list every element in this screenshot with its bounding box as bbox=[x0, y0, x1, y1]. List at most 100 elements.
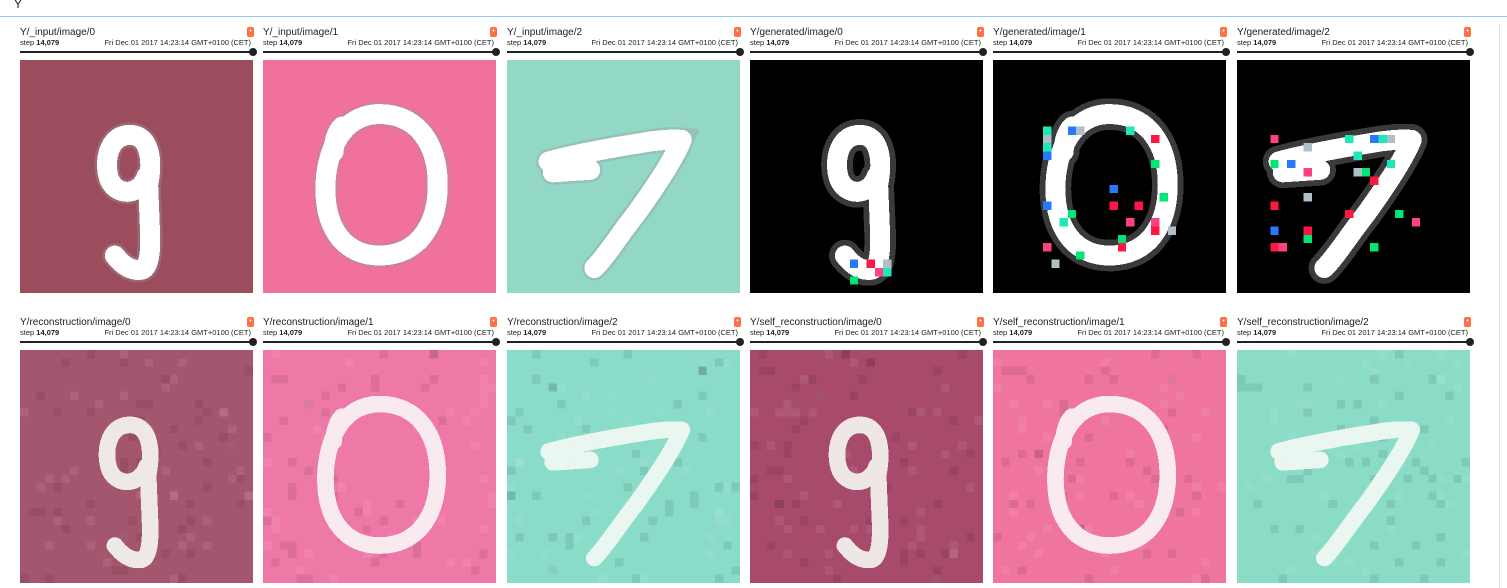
artifact-pixel bbox=[1270, 159, 1279, 169]
image-background bbox=[20, 350, 253, 583]
slider-track[interactable] bbox=[750, 51, 982, 53]
download-icon[interactable]: • bbox=[247, 317, 254, 327]
slider-knob[interactable] bbox=[1466, 338, 1474, 346]
noise-pixel bbox=[1253, 383, 1262, 392]
step-info: step 14,079 bbox=[993, 38, 1032, 48]
slider-track[interactable] bbox=[507, 51, 739, 53]
slider-knob[interactable] bbox=[492, 338, 500, 346]
noise-pixel bbox=[824, 350, 834, 359]
download-icon[interactable]: • bbox=[1464, 317, 1471, 327]
download-icon[interactable]: • bbox=[734, 317, 741, 327]
step-slider[interactable] bbox=[263, 48, 500, 56]
noise-pixel bbox=[128, 516, 137, 525]
slider-track[interactable] bbox=[263, 341, 495, 343]
download-icon[interactable]: • bbox=[1220, 27, 1227, 37]
card-title: Y/generated/image/2 bbox=[1237, 27, 1330, 38]
artifact-pixel bbox=[874, 268, 884, 277]
noise-pixel bbox=[1453, 358, 1462, 367]
noise-pixel bbox=[471, 408, 480, 417]
slider-track[interactable] bbox=[263, 51, 495, 53]
download-icon[interactable]: • bbox=[247, 27, 254, 37]
slider-knob[interactable] bbox=[249, 338, 257, 346]
slider-track[interactable] bbox=[750, 341, 982, 343]
slider-knob[interactable] bbox=[249, 48, 257, 56]
download-icon[interactable]: • bbox=[977, 317, 984, 327]
noise-pixel bbox=[86, 350, 95, 359]
noise-pixel bbox=[1017, 566, 1027, 575]
step-value: 14,079 bbox=[36, 38, 60, 47]
step-slider[interactable] bbox=[507, 338, 744, 346]
step-slider[interactable] bbox=[1237, 338, 1474, 346]
step-slider[interactable] bbox=[1237, 48, 1474, 56]
noise-pixel bbox=[1295, 524, 1304, 534]
noise-pixel bbox=[263, 516, 272, 525]
slider-track[interactable] bbox=[20, 341, 252, 343]
noise-pixel bbox=[479, 549, 488, 559]
artifact-pixel bbox=[1361, 168, 1371, 177]
noise-pixel bbox=[899, 549, 909, 559]
slider-knob[interactable] bbox=[736, 48, 744, 56]
tag-filter-input[interactable] bbox=[14, 0, 614, 13]
step-slider[interactable] bbox=[993, 48, 1230, 56]
step-label: step bbox=[750, 38, 765, 47]
timestamp: Fri Dec 01 2017 14:23:14 GMT+0100 (CET) bbox=[834, 328, 981, 337]
slider-knob[interactable] bbox=[1222, 48, 1230, 56]
slider-knob[interactable] bbox=[979, 48, 987, 56]
noise-pixel bbox=[899, 458, 909, 467]
step-slider[interactable] bbox=[20, 338, 257, 346]
noise-pixel bbox=[471, 566, 480, 575]
step-slider[interactable] bbox=[507, 48, 744, 56]
step-label: step bbox=[20, 38, 35, 47]
noise-pixel bbox=[263, 541, 272, 550]
download-icon[interactable]: • bbox=[490, 317, 497, 327]
slider-track[interactable] bbox=[20, 51, 252, 53]
slider-track[interactable] bbox=[1237, 341, 1469, 343]
noise-pixel bbox=[581, 491, 591, 500]
download-icon[interactable]: • bbox=[1220, 317, 1227, 327]
card-title: Y/self_reconstruction/image/1 bbox=[993, 317, 1125, 328]
slider-knob[interactable] bbox=[492, 48, 500, 56]
noise-pixel bbox=[515, 458, 524, 467]
scrollbar-track[interactable] bbox=[1499, 24, 1500, 588]
download-icon[interactable]: • bbox=[734, 27, 741, 37]
step-slider[interactable] bbox=[993, 338, 1230, 346]
noise-pixel bbox=[640, 466, 649, 475]
noise-pixel bbox=[883, 483, 892, 492]
noise-pixel bbox=[1167, 549, 1177, 559]
step-label: step bbox=[1237, 38, 1252, 47]
noise-pixel bbox=[119, 566, 129, 575]
slider-track[interactable] bbox=[1237, 51, 1469, 53]
slider-track[interactable] bbox=[993, 51, 1225, 53]
slider-knob[interactable] bbox=[736, 338, 744, 346]
slider-knob[interactable] bbox=[1466, 48, 1474, 56]
artifact-pixel bbox=[1353, 151, 1362, 160]
step-slider[interactable] bbox=[20, 48, 257, 56]
noise-pixel bbox=[548, 566, 557, 575]
step-label: step bbox=[20, 328, 35, 337]
noise-pixel bbox=[1361, 566, 1371, 575]
slider-track[interactable] bbox=[507, 341, 739, 343]
download-icon[interactable]: • bbox=[490, 27, 497, 37]
noise-pixel bbox=[1034, 466, 1043, 475]
noise-pixel bbox=[750, 491, 759, 500]
slider-knob[interactable] bbox=[979, 338, 987, 346]
download-icon[interactable]: • bbox=[977, 27, 984, 37]
noise-pixel bbox=[1353, 441, 1362, 450]
noise-pixel bbox=[1436, 491, 1446, 500]
slider-track[interactable] bbox=[993, 341, 1225, 343]
noise-pixel bbox=[479, 399, 488, 409]
card-meta: step 14,079 Fri Dec 01 2017 14:23:14 GMT+… bbox=[750, 38, 984, 48]
image-card: Y/self_reconstruction/image/2 • step 14,07… bbox=[1237, 317, 1474, 587]
step-slider[interactable] bbox=[263, 338, 500, 346]
digit-stroke bbox=[97, 124, 161, 280]
download-icon[interactable]: • bbox=[1464, 27, 1471, 37]
step-slider[interactable] bbox=[750, 338, 987, 346]
noise-pixel bbox=[723, 483, 732, 492]
noise-pixel bbox=[640, 458, 649, 467]
noise-pixel bbox=[1436, 374, 1446, 384]
noise-pixel bbox=[531, 374, 541, 384]
artifact-pixel bbox=[1134, 201, 1143, 210]
step-slider[interactable] bbox=[750, 48, 987, 56]
slider-knob[interactable] bbox=[1222, 338, 1230, 346]
step-label: step bbox=[507, 328, 522, 337]
